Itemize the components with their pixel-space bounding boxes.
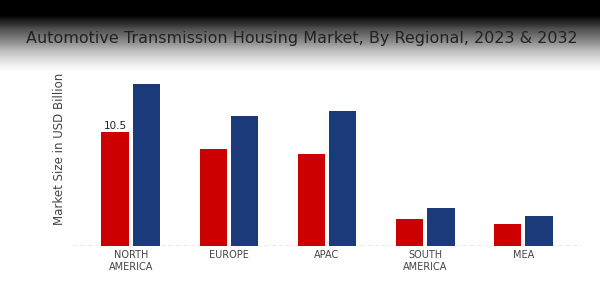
Bar (231, 116, 259, 246)
Bar (329, 111, 356, 246)
Bar (101, 132, 129, 246)
Text: Automotive Transmission Housing Market, By Regional, 2023 & 2032: Automotive Transmission Housing Market, … (26, 31, 578, 46)
Text: 10.5: 10.5 (104, 121, 127, 130)
Bar (494, 224, 521, 246)
Y-axis label: Market Size in USD Billion: Market Size in USD Billion (53, 72, 67, 225)
Legend: 2023, 2032: 2023, 2032 (434, 0, 576, 5)
Bar (200, 148, 227, 246)
Bar (298, 154, 325, 246)
Bar (427, 208, 455, 246)
Bar (133, 83, 160, 246)
Bar (525, 216, 553, 246)
Bar (395, 219, 423, 246)
